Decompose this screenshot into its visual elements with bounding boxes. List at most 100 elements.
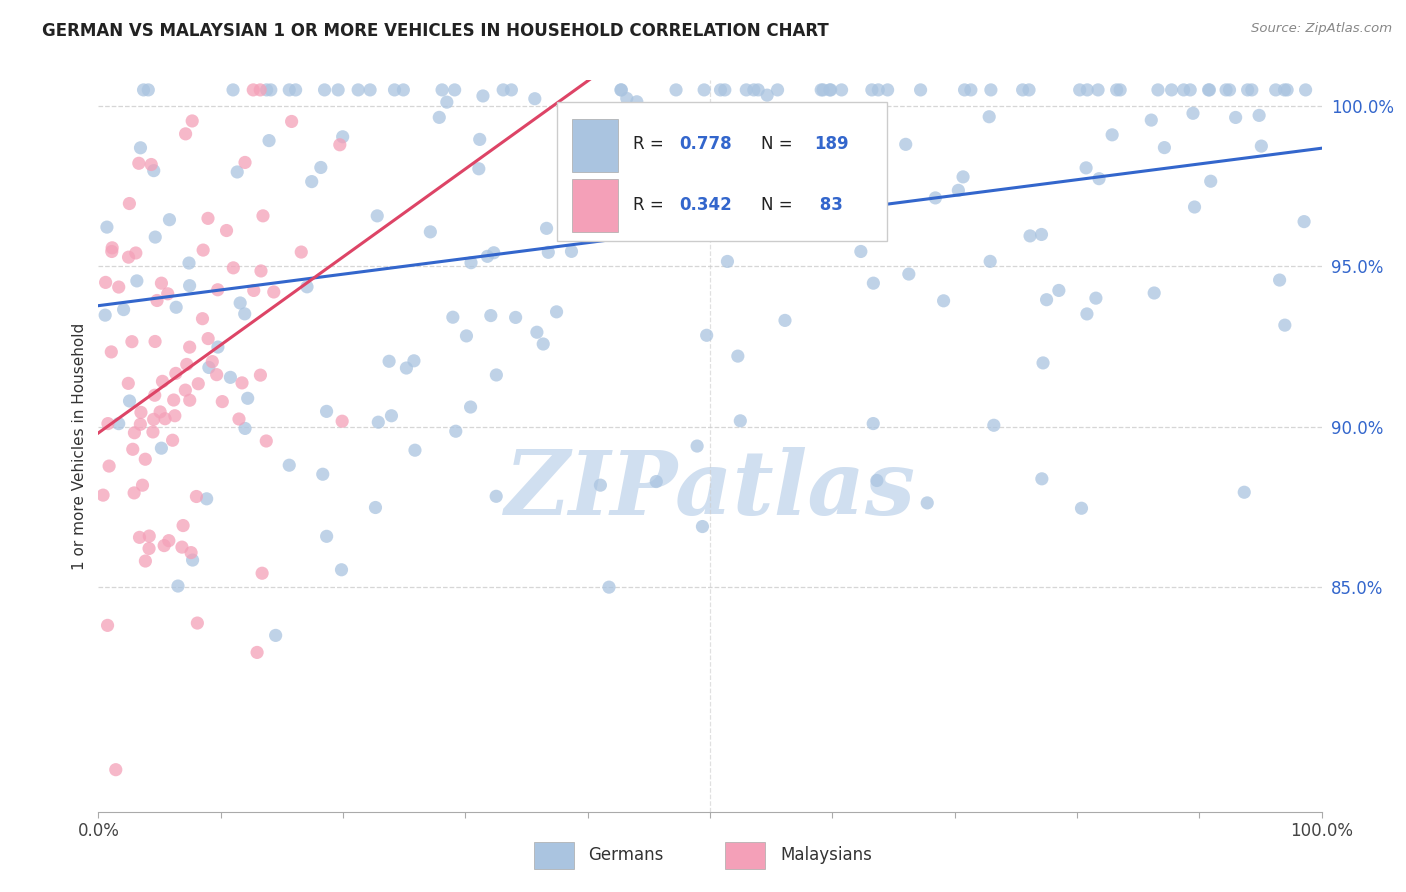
Point bbox=[153, 411, 176, 425]
Point bbox=[159, 212, 181, 227]
Point bbox=[1076, 83, 1098, 97]
Point bbox=[181, 553, 204, 567]
Point bbox=[756, 88, 779, 103]
Point bbox=[104, 763, 127, 777]
Point bbox=[402, 353, 425, 368]
Point bbox=[456, 329, 478, 343]
Point bbox=[100, 345, 122, 359]
Point bbox=[460, 255, 482, 269]
Point bbox=[876, 83, 898, 97]
Point bbox=[1140, 113, 1163, 128]
Point bbox=[430, 83, 453, 97]
Point bbox=[229, 296, 252, 310]
Point bbox=[1199, 174, 1222, 188]
Point bbox=[125, 274, 148, 288]
Point bbox=[1268, 273, 1291, 287]
Point bbox=[191, 243, 214, 257]
Text: 0.342: 0.342 bbox=[679, 195, 733, 213]
Point bbox=[122, 486, 145, 500]
Point bbox=[960, 83, 983, 97]
Point bbox=[263, 285, 285, 299]
Point bbox=[101, 244, 124, 259]
Point bbox=[280, 114, 302, 128]
Point bbox=[835, 109, 858, 123]
Point bbox=[471, 89, 494, 103]
Point bbox=[810, 83, 832, 97]
Point bbox=[862, 276, 884, 290]
Point bbox=[932, 293, 955, 308]
Point bbox=[1184, 200, 1206, 214]
Point bbox=[384, 83, 406, 97]
Point bbox=[1032, 356, 1054, 370]
Point bbox=[197, 332, 219, 346]
Point bbox=[1084, 291, 1107, 305]
Point bbox=[328, 83, 350, 97]
Point bbox=[142, 412, 165, 426]
Point bbox=[948, 183, 970, 197]
Point bbox=[523, 92, 546, 106]
Point bbox=[134, 554, 156, 568]
Point bbox=[626, 95, 648, 109]
Point bbox=[1087, 83, 1109, 97]
Point bbox=[260, 83, 283, 97]
Point bbox=[96, 618, 118, 632]
Point bbox=[249, 83, 271, 97]
Point bbox=[242, 83, 264, 97]
Point bbox=[172, 518, 194, 533]
Point bbox=[1074, 161, 1097, 175]
Point bbox=[443, 83, 465, 97]
Point bbox=[953, 83, 976, 97]
Point bbox=[924, 191, 946, 205]
Point bbox=[278, 458, 301, 473]
Point bbox=[330, 563, 353, 577]
Point bbox=[1047, 284, 1070, 298]
Point bbox=[107, 280, 129, 294]
Text: GERMAN VS MALAYSIAN 1 OR MORE VEHICLES IN HOUSEHOLD CORRELATION CHART: GERMAN VS MALAYSIAN 1 OR MORE VEHICLES I… bbox=[42, 22, 830, 40]
Point bbox=[1250, 139, 1272, 153]
Point bbox=[952, 169, 974, 184]
Point bbox=[295, 280, 318, 294]
Point bbox=[252, 209, 274, 223]
Point bbox=[444, 424, 467, 438]
Point bbox=[866, 474, 889, 488]
Point bbox=[249, 368, 271, 383]
Text: 83: 83 bbox=[814, 195, 842, 213]
Point bbox=[207, 340, 229, 354]
Point bbox=[915, 496, 938, 510]
Point bbox=[146, 293, 169, 308]
Point bbox=[980, 83, 1002, 97]
Point bbox=[129, 417, 152, 432]
Point bbox=[94, 308, 117, 322]
Text: R =: R = bbox=[633, 195, 664, 213]
Point bbox=[366, 209, 388, 223]
Point bbox=[364, 500, 387, 515]
Point bbox=[1275, 83, 1298, 97]
Point bbox=[246, 645, 269, 659]
Point bbox=[186, 615, 208, 630]
Point bbox=[138, 541, 160, 556]
Point bbox=[107, 417, 129, 431]
Point bbox=[201, 354, 224, 368]
Point bbox=[150, 441, 173, 455]
Point bbox=[436, 95, 458, 110]
Point bbox=[686, 439, 709, 453]
Point bbox=[1109, 83, 1132, 97]
Point bbox=[735, 83, 758, 97]
Point bbox=[820, 83, 842, 97]
Point bbox=[314, 83, 336, 97]
Point bbox=[1180, 83, 1202, 97]
Point bbox=[242, 284, 264, 298]
Point bbox=[378, 354, 401, 368]
Point bbox=[187, 376, 209, 391]
Point bbox=[91, 488, 114, 502]
Point bbox=[191, 311, 214, 326]
Point bbox=[228, 412, 250, 426]
Point bbox=[347, 83, 370, 97]
Point bbox=[359, 83, 381, 97]
Point bbox=[118, 394, 141, 409]
Point bbox=[546, 305, 568, 319]
Point bbox=[709, 83, 731, 97]
Point bbox=[485, 368, 508, 382]
Point bbox=[1105, 83, 1128, 97]
Point bbox=[1153, 140, 1175, 154]
